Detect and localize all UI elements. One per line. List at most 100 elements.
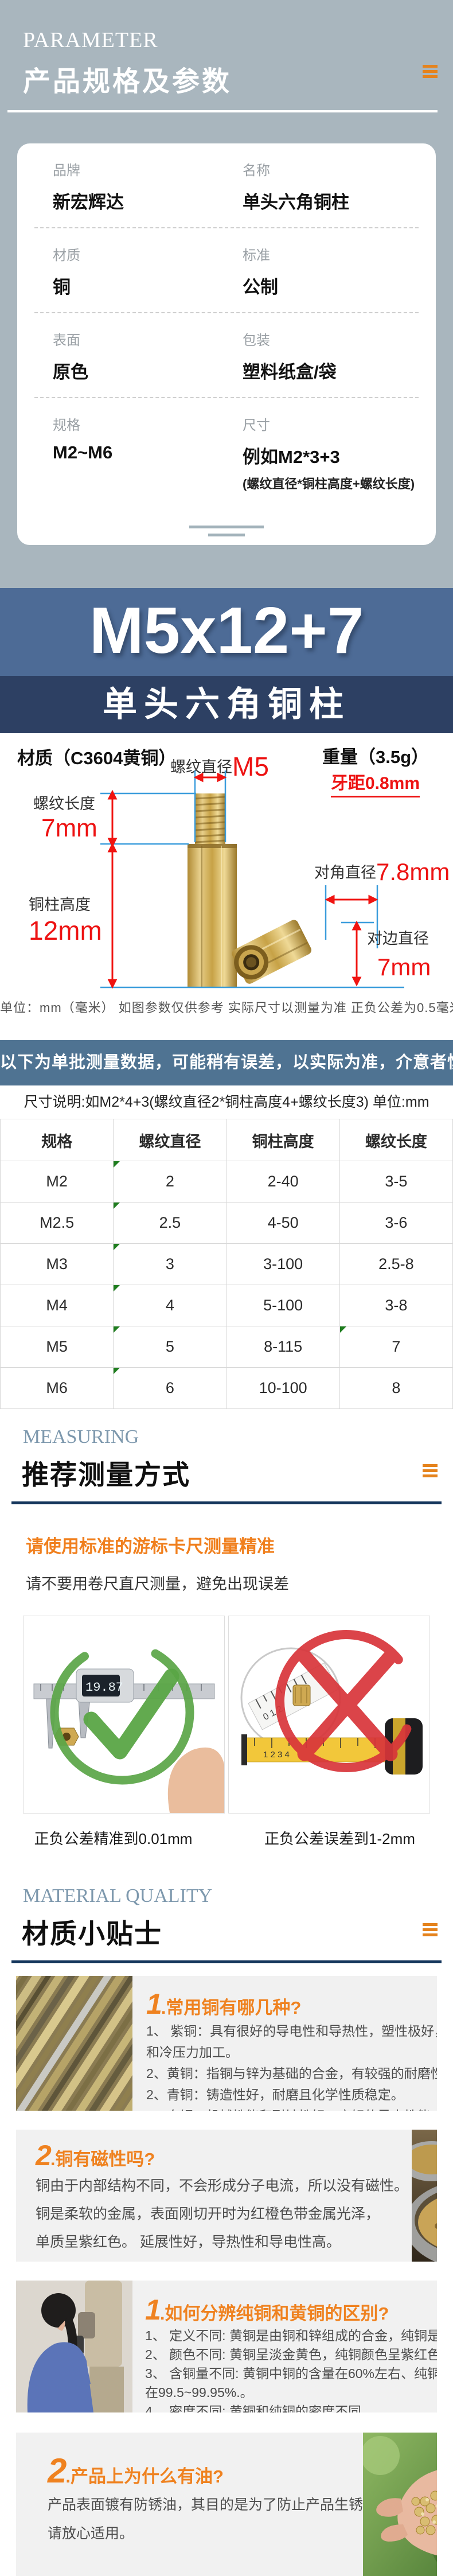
section-eyebrow: MEASURING xyxy=(23,1426,139,1447)
inspection-woman-image xyxy=(16,2281,132,2412)
green-check-icon xyxy=(50,1640,194,1785)
card-decor-line xyxy=(208,534,245,536)
menu-bars-icon xyxy=(423,65,438,80)
spec-label: 品牌 xyxy=(53,163,80,178)
thread-dia-label: 螺纹直径 xyxy=(170,758,232,776)
divider xyxy=(7,110,438,112)
size-format-note: 尺寸说明:如M2*4+3(螺纹直径2*铜柱高度4+螺纹长度3) 单位:mm xyxy=(24,1094,429,1110)
spec-value: 新宏辉达 xyxy=(53,192,124,212)
thread-dia-value: M5 xyxy=(232,752,269,781)
spec-value: 单头六角铜柱 xyxy=(243,192,349,212)
tip-line: 铜由于内部结构不同，不会形成分子电流，所以没有磁性。 xyxy=(36,2178,409,2194)
measure-lines xyxy=(100,771,404,989)
spec-value-note: (螺纹直径*铜柱高度+螺纹长度) xyxy=(243,477,415,491)
tip-panel-copper-types: 1.常用铜有哪几种? 1、 紫铜：具有很好的导电性和导热性，塑性极好，易于热压 … xyxy=(16,1976,437,2111)
thread-ridges xyxy=(194,796,226,843)
hero-name-banner: 单头六角铜柱 xyxy=(0,676,453,733)
corner-dia-label: 对角直径 xyxy=(314,864,376,881)
card-decor-line xyxy=(189,526,264,528)
spec-row: 规格 M2~M6 尺寸 例如M2*3+3 (螺纹直径*铜柱高度+螺纹长度) xyxy=(17,398,436,506)
caliper-correct-image: 19.87 xyxy=(23,1616,225,1814)
section-eyebrow: MATERIAL QUALITY xyxy=(23,1885,213,1906)
tip-line: 在99.5~99.95%.。 xyxy=(145,2385,253,2400)
table-row: M2.5 2.5 4-50 3-6 xyxy=(0,1202,453,1244)
spec-value: M2~M6 xyxy=(53,442,113,462)
section-title: 材质小贴士 xyxy=(22,1919,162,1949)
corner-dia-value: 7.8mm xyxy=(376,858,450,885)
spec-label: 包装 xyxy=(243,333,270,348)
dashed-divider xyxy=(34,312,419,313)
cell-corner-marker xyxy=(114,1244,120,1250)
cell-corner-marker xyxy=(114,1368,120,1374)
tip-line: 铜是柔软的金属，表面刚切开时为红橙色带金属光泽， xyxy=(36,2206,380,2222)
cell-corner-marker xyxy=(114,1203,120,1209)
caption-caliper: 正负公差精准到0.01mm xyxy=(34,1830,193,1847)
measuring-subline: 请不要用卷尺直尺测量，避免出现误差 xyxy=(26,1575,289,1593)
tip-line: 2、黄铜：指铜与锌为基础的合金，有较强的耐磨性能。 xyxy=(146,2066,437,2081)
lying-standoff xyxy=(232,920,312,984)
menu-bars-icon xyxy=(423,1923,438,1939)
tip-line: 3、 含铜量不同: 黄铜中铜的含量在60%左右、纯铜中铜的含量 xyxy=(145,2366,437,2381)
tape-wrong-image: 0 1 2 xyxy=(228,1616,430,1814)
cell-corner-marker xyxy=(339,1326,346,1333)
table-row: M6 6 10-100 8 xyxy=(0,1367,453,1409)
measuring-headline: 请使用标准的游标卡尺测量精准 xyxy=(26,1536,275,1557)
body-height-label: 铜柱高度 xyxy=(29,896,91,913)
size-table: 规格 螺纹直径 铜柱高度 螺纹长度 M2 2 2-40 3-5 M2.5 2.5… xyxy=(0,1119,453,1409)
col-header: 螺纹长度 xyxy=(339,1119,453,1161)
spec-value: 原色 xyxy=(53,362,88,382)
weight-text: 重量（3.5g） xyxy=(322,747,429,767)
hand-illustration xyxy=(167,1747,224,1813)
table-row: M5 5 8-115 7 xyxy=(0,1326,453,1368)
cell-corner-marker xyxy=(114,1285,120,1291)
brass-rods-image xyxy=(16,1976,132,2111)
menu-bars-icon xyxy=(423,1464,438,1480)
tip-panel-oil: 2.产品上为什么有油? 产品表面镀有防锈油，其目的是为了防止产品生锈 请放心适用… xyxy=(16,2433,437,2576)
hero-size-banner: M5x12+7 xyxy=(0,588,453,676)
spec-row: 品牌 新宏辉达 名称 单头六角铜柱 xyxy=(17,143,436,227)
brass-insert-illustration xyxy=(292,1684,311,1706)
spec-value: 铜 xyxy=(53,277,71,297)
tip-line: 1、 定义不同: 黄铜是由铜和锌组成的合金，纯铜是含量最高的铜。 xyxy=(145,2328,437,2343)
tip-line: 2、青铜：铸造性好，耐磨且化学性质稳定。 xyxy=(146,2087,404,2102)
spec-label: 材质 xyxy=(53,248,80,263)
section-title: 推荐测量方式 xyxy=(22,1460,190,1490)
tip-line: 产品表面镀有防锈油，其目的是为了防止产品生锈 xyxy=(48,2497,364,2513)
tip-panel-magnetism: 2.铜有磁性吗? 铜由于内部结构不同，不会形成分子电流，所以没有磁性。 铜是柔软… xyxy=(16,2130,437,2262)
col-header: 螺纹直径 xyxy=(113,1119,227,1161)
spec-value: 公制 xyxy=(243,277,278,297)
spec-label: 尺寸 xyxy=(243,418,270,433)
thread-len-value: 7mm xyxy=(41,814,97,842)
standoff-dimension-diagram: 螺纹直径 M5 xyxy=(29,752,450,989)
tip-title: 1.常用铜有哪几种? xyxy=(146,1988,302,2020)
spec-row: 表面 原色 包装 塑料纸盒/袋 xyxy=(17,313,436,397)
brass-parts-bowls-image xyxy=(412,2130,437,2262)
tip-line: 单质呈紫红色。 延展性好，导热性和导电性高。 xyxy=(36,2234,341,2250)
tip-title: 2.铜有磁性吗? xyxy=(36,2139,155,2172)
hand-with-parts-image xyxy=(363,2433,437,2576)
spec-label: 规格 xyxy=(53,418,80,433)
dashed-divider xyxy=(34,397,419,398)
measuring-section-header: MEASURING 推荐测量方式 xyxy=(0,1409,453,1504)
body-height-value: 12mm xyxy=(29,916,102,945)
pitch-text: 牙距0.8mm xyxy=(330,769,420,797)
material-text: 材质（C3604黄铜） xyxy=(17,748,177,768)
tip-title: 1.如何分辨纯铜和黄铜的区别? xyxy=(145,2294,389,2326)
tape-numbers: 1 2 3 4 xyxy=(263,1750,290,1760)
spec-card: 品牌 新宏辉达 名称 单头六角铜柱 材质 铜 标准 公制 表面 原色 xyxy=(17,143,436,545)
table-row: M2 2 2-40 3-5 xyxy=(0,1161,453,1203)
table-row: M3 3 3-100 2.5-8 xyxy=(0,1243,453,1285)
dashed-divider xyxy=(34,227,419,228)
cell-corner-marker xyxy=(114,1161,120,1168)
tip-line: 2、 颜色不同: 黄铜呈淡金黄色，纯铜颜色呈紫红色。 xyxy=(145,2347,437,2362)
divider xyxy=(11,1960,442,1963)
caliper-lcd-reading: 19.87 xyxy=(85,1680,123,1695)
section-title: 产品规格及参数 xyxy=(23,67,232,97)
spec-label: 名称 xyxy=(243,163,270,178)
cell-corner-marker xyxy=(114,1326,120,1333)
tip-line: 1、 紫铜：具有很好的导电性和导热性，塑性极好，易于热压 xyxy=(146,2024,437,2038)
flat-dia-label: 对边直径 xyxy=(367,930,429,947)
col-header: 规格 xyxy=(0,1119,114,1161)
table-header-row: 规格 螺纹直径 铜柱高度 螺纹长度 xyxy=(0,1119,453,1161)
spec-label: 表面 xyxy=(53,333,80,348)
